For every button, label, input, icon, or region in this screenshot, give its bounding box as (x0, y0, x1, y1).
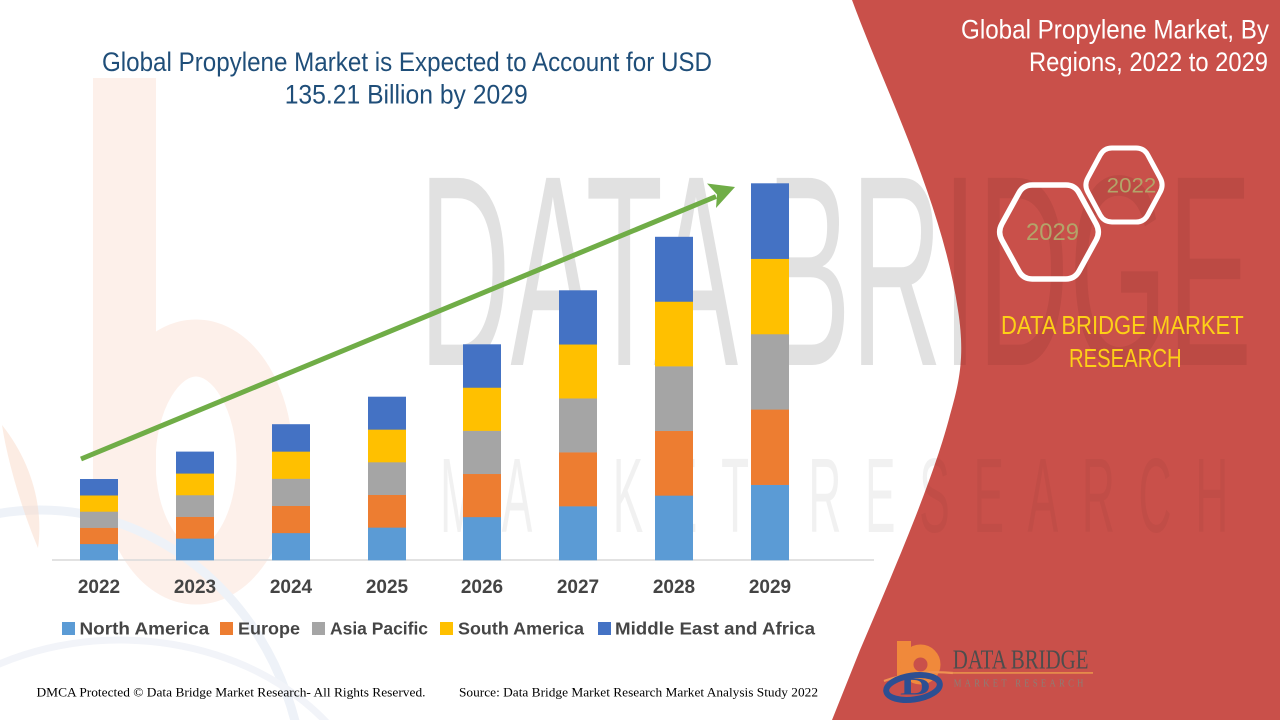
svg-text:Source: Data Bridge Market Res: Source: Data Bridge Market Research Mark… (459, 685, 818, 700)
svg-text:South America: South America (458, 619, 584, 639)
svg-text:Europe: Europe (238, 619, 300, 639)
svg-text:2024: 2024 (270, 577, 313, 598)
svg-text:Asia Pacific: Asia Pacific (330, 619, 428, 639)
svg-text:2027: 2027 (557, 577, 599, 598)
svg-text:DATA BRIDGE MARKET: DATA BRIDGE MARKET (1001, 310, 1244, 340)
svg-text:Regions, 2022 to 2029: Regions, 2022 to 2029 (1029, 47, 1268, 77)
svg-text:RESEARCH: RESEARCH (1069, 343, 1182, 373)
svg-text:North America: North America (80, 619, 210, 639)
svg-text:135.21 Billion by 2029: 135.21 Billion by 2029 (285, 80, 528, 110)
svg-text:2023: 2023 (174, 577, 216, 598)
svg-text:2026: 2026 (461, 577, 503, 598)
svg-text:D: D (900, 675, 931, 701)
svg-text:2022: 2022 (78, 577, 120, 598)
svg-text:Global Propylene Market, By: Global Propylene Market, By (961, 15, 1269, 45)
svg-text:DMCA Protected © Data Bridge M: DMCA Protected © Data Bridge Market Rese… (37, 685, 426, 700)
svg-text:2029: 2029 (1026, 219, 1079, 246)
svg-text:MARKET RESEARCH: MARKET RESEARCH (954, 679, 1087, 690)
svg-text:Global Propylene Market is Exp: Global Propylene Market is Expected to A… (102, 47, 712, 77)
svg-text:2025: 2025 (366, 577, 409, 598)
svg-text:DATA BRIDGE: DATA BRIDGE (953, 645, 1089, 675)
svg-text:Middle East and Africa: Middle East and Africa (615, 619, 815, 639)
svg-text:2029: 2029 (749, 577, 791, 598)
svg-text:2022: 2022 (1107, 175, 1157, 198)
svg-text:2028: 2028 (653, 577, 695, 598)
